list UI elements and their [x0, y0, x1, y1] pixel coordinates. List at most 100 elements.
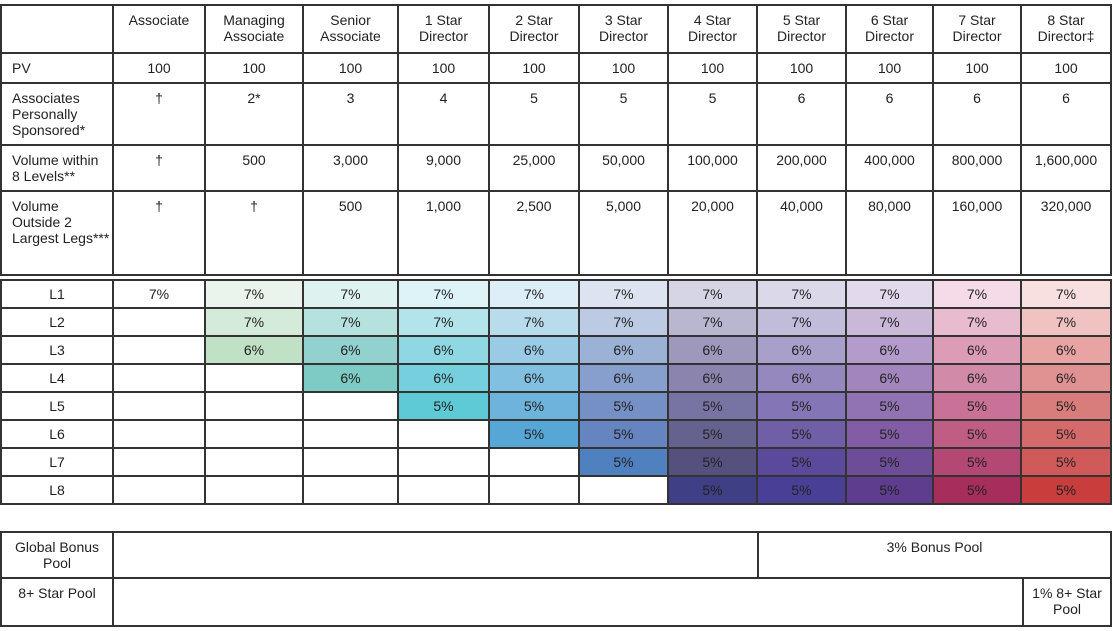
level-percentage: 5% — [932, 475, 1022, 505]
level-percentage: 7% — [932, 279, 1022, 309]
requirement-value: 50,000 — [578, 144, 669, 192]
level-percentage: 7% — [756, 279, 847, 309]
rank-header: 1 Star Director — [397, 4, 490, 54]
star-pool-row: 8+ Star Pool 1% 8+ Star Pool — [0, 577, 1113, 627]
level-percentage: 7% — [1020, 307, 1112, 337]
level-percentage: 5% — [845, 447, 934, 477]
level-percentage: 6% — [488, 363, 580, 393]
requirement-value: 100 — [578, 52, 669, 84]
level-percentage: 7% — [302, 307, 399, 337]
level-percentage: 6% — [578, 363, 669, 393]
level-percentage — [578, 475, 669, 505]
requirement-value: 2* — [204, 82, 304, 146]
requirement-value: 100 — [845, 52, 934, 84]
pool-value: 3% Bonus Pool — [756, 531, 1113, 579]
rank-header: 4 Star Director — [667, 4, 758, 54]
pool-empty-cell — [112, 531, 759, 579]
requirement-value: 6 — [1020, 82, 1112, 146]
level-percentage: 7% — [845, 279, 934, 309]
level-percentage — [112, 419, 206, 449]
requirement-value: † — [112, 144, 206, 192]
level-percentage: 6% — [756, 363, 847, 393]
level-percentage — [302, 419, 399, 449]
level-percentage: 6% — [302, 363, 399, 393]
level-percentage — [112, 307, 206, 337]
level-percentage: 5% — [932, 419, 1022, 449]
level-percentage: 6% — [932, 363, 1022, 393]
level-percentage — [112, 447, 206, 477]
level-percentage — [112, 363, 206, 393]
level-label: L2 — [0, 307, 114, 337]
level-percentage: 7% — [1020, 279, 1112, 309]
level-label: L1 — [0, 279, 114, 309]
level-percentage: 6% — [932, 335, 1022, 365]
level-percentage: 5% — [667, 391, 758, 421]
requirement-row: Associates Personally Sponsored* † 2* 3 4 5 5 5… — [0, 82, 1112, 146]
requirement-value: 3,000 — [302, 144, 399, 192]
rank-header: 5 Star Director — [756, 4, 847, 54]
level-label: L3 — [0, 335, 114, 365]
level-percentage: 7% — [845, 307, 934, 337]
level-percentage: 7% — [112, 279, 206, 309]
requirement-value: 6 — [932, 82, 1022, 146]
rank-header: Managing Associate — [204, 4, 304, 54]
requirement-value: 500 — [204, 144, 304, 192]
requirement-row: Volume Outside 2 Largest Legs*** † † 500 1,0… — [0, 190, 1112, 276]
bonus-pool-table: Global Bonus Pool 3% Bonus Pool 8+ Star … — [0, 531, 1113, 627]
requirement-row: PV 100 100 100 100 100 100 100 100 100 100 100 — [0, 52, 1112, 84]
rank-header: Associate — [112, 4, 206, 54]
level-percentage: 5% — [578, 419, 669, 449]
level-percentage — [488, 447, 580, 477]
level-row: L7 5% 5% 5% 5% 5% 5% — [0, 447, 1112, 477]
level-percentage: 5% — [667, 475, 758, 505]
level-row: L8 5% 5% 5% 5% 5% — [0, 475, 1112, 505]
requirement-value: 25,000 — [488, 144, 580, 192]
requirement-value: 4 — [397, 82, 490, 146]
level-percentage: 5% — [845, 419, 934, 449]
requirement-value: 100,000 — [667, 144, 758, 192]
rank-header: 3 Star Director — [578, 4, 669, 54]
level-percentage: 7% — [397, 279, 490, 309]
level-percentage: 5% — [578, 447, 669, 477]
requirement-value: 5 — [488, 82, 580, 146]
level-label: L5 — [0, 391, 114, 421]
level-percentage: 7% — [397, 307, 490, 337]
level-percentage — [112, 475, 206, 505]
requirement-value: 100 — [204, 52, 304, 84]
global-bonus-pool-row: Global Bonus Pool 3% Bonus Pool — [0, 531, 1113, 579]
level-percentage: 7% — [932, 307, 1022, 337]
requirement-value: 200,000 — [756, 144, 847, 192]
level-percentage: 6% — [302, 335, 399, 365]
level-percentage: 5% — [488, 391, 580, 421]
level-percentage: 5% — [932, 391, 1022, 421]
level-percentage: 5% — [1020, 475, 1112, 505]
level-percentage: 7% — [204, 279, 304, 309]
level-percentage: 7% — [488, 307, 580, 337]
rank-header: 2 Star Director — [488, 4, 580, 54]
level-row: L2 7% 7% 7% 7% 7% 7% 7% 7% 7% 7% — [0, 307, 1112, 337]
requirement-value: 20,000 — [667, 190, 758, 276]
level-percentage: 5% — [756, 391, 847, 421]
requirement-value: 6 — [756, 82, 847, 146]
level-percentage — [112, 391, 206, 421]
level-percentage: 5% — [488, 419, 580, 449]
level-percentage: 7% — [756, 307, 847, 337]
level-percentage — [302, 475, 399, 505]
requirement-value: 5 — [667, 82, 758, 146]
level-percentage: 5% — [845, 475, 934, 505]
level-percentage — [302, 391, 399, 421]
requirement-value: 2,500 — [488, 190, 580, 276]
rank-header: 7 Star Director — [932, 4, 1022, 54]
pool-value: 1% 8+ Star Pool — [1021, 577, 1113, 627]
level-label: L6 — [0, 419, 114, 449]
level-percentage: 6% — [1020, 363, 1112, 393]
level-label: L7 — [0, 447, 114, 477]
level-percentage: 6% — [756, 335, 847, 365]
level-percentage: 5% — [667, 447, 758, 477]
level-row: L6 5% 5% 5% 5% 5% 5% 5% — [0, 419, 1112, 449]
level-percentage — [488, 475, 580, 505]
requirement-value: 800,000 — [932, 144, 1022, 192]
requirement-label: PV — [0, 52, 114, 84]
requirement-label: Associates Personally Sponsored* — [0, 82, 114, 146]
level-percentage: 5% — [1020, 391, 1112, 421]
